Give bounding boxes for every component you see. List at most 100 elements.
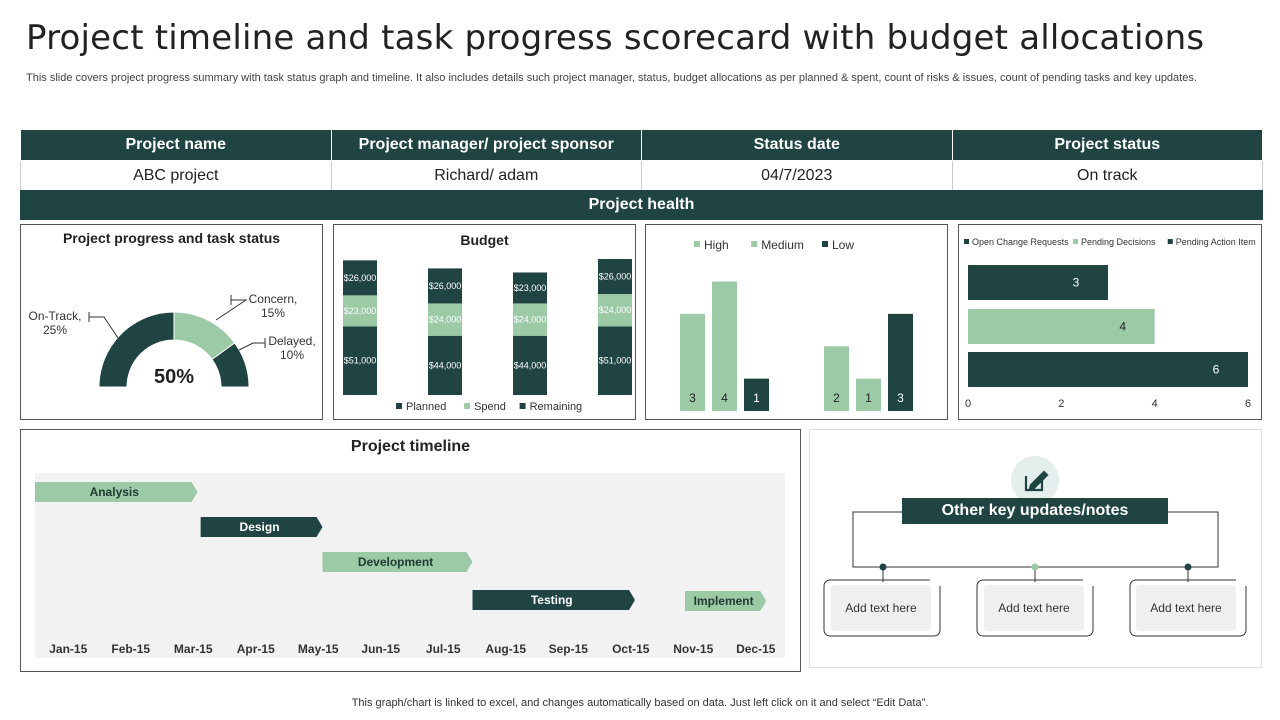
gantt-chart: Analysis Design Development Testing Implemen… [35,482,767,611]
timeline-month-7: Aug-15 [485,642,527,656]
value-project-status: On track [951,160,1263,191]
risk-bar-label-1: 4 [721,391,728,405]
budget-bar-3-2 [598,259,632,295]
risk-legend-swatch-1 [751,241,758,247]
header-project-status: Project status [951,129,1263,161]
note-box-2[interactable]: Add text here [984,585,1084,631]
budget-label-3-2: $26,000 [599,272,632,282]
gantt-bar-3 [472,590,635,610]
budget-legend-swatch-2 [519,403,526,409]
project-info-table: Project name Project manager/ project sp… [20,129,1263,191]
pending-bar-2 [968,352,1248,387]
budget-bar-0-1 [343,295,377,327]
risk-panel: 3 4 1 2 1 3 High Medium Low [645,224,948,420]
pending-legend-0: Open Change Requests [972,237,1069,247]
budget-bar-0-2 [343,260,377,296]
pending-bar-1 [968,309,1155,344]
risk-legend-swatch-2 [822,241,828,247]
budget-chart-title: Budget [460,232,509,248]
timeline-month-3: Apr-15 [236,642,275,656]
value-project-manager: Richard/ adam [330,160,642,191]
pending-items-chart: 3 4 6 0 2 4 6 Open Change Requests Pending Decis… [964,237,1256,410]
timeline-month-4: May-15 [297,642,339,656]
progress-chart-title: Project progress and task status [62,230,281,246]
timeline-month-8: Sep-15 [548,642,588,656]
pending-legend-swatch-0 [964,239,969,244]
donut-inner-ring [128,341,220,388]
edit-icon [1024,470,1049,492]
risk-bar-1 [712,281,737,411]
budget-bar-3-0 [598,326,632,395]
budget-bar-2-0 [513,335,547,395]
budget-label-0-1: $23,000 [344,306,377,316]
risk-legend-swatch-0 [694,241,700,247]
risk-bar-4 [856,378,881,411]
risk-bar-label-0: 3 [689,391,696,405]
risk-bar-label-4: 1 [865,391,872,405]
gantt-label-2: Development [358,555,433,569]
budget-label-1-2: $26,000 [429,281,462,291]
gantt-label-4: Implement [694,594,754,608]
pending-legend-1: Pending Decisions [1081,237,1156,247]
donut-label-1: Concern, [249,292,298,306]
note-box-3[interactable]: Add text here [1136,585,1236,631]
gantt-bar-0 [35,482,198,502]
budget-bar-2-1 [513,303,547,336]
gantt-label-0: Analysis [90,485,140,499]
budget-bar-1-1 [428,303,462,336]
timeline-month-2: Mar-15 [173,642,213,656]
budget-legend-0: Planned [406,401,446,413]
budget-label-3-0: $51,000 [599,356,632,366]
budget-label-1-1: $24,000 [429,315,462,325]
timeline-month-11: Dec-15 [736,642,776,656]
budget-label-3-1: $24,000 [599,305,632,315]
risk-bar-label-3: 2 [833,391,840,405]
budget-label-2-1: $24,000 [514,315,547,325]
pending-panel: 3 4 6 0 2 4 6 Open Change Requests Pending Decis… [958,224,1262,420]
budget-bar-3-1 [598,294,632,327]
project-health-bar: Project health [20,190,1263,220]
donut-label-0: On-Track, [29,309,82,323]
timeline-month-0: Jan-15 [49,642,88,656]
risk-legend-2: Low [832,238,854,252]
donut-pct-2: 10% [280,348,304,362]
pending-xtick-0: 0 [965,398,971,410]
pending-legend-swatch-1 [1073,239,1078,244]
donut-pct-0: 25% [43,323,67,337]
header-project-name: Project name [20,129,332,161]
header-status-date: Status date [641,129,953,161]
budget-bar-1-2 [428,268,462,304]
pending-bar-label-1: 4 [1119,320,1126,334]
page-title: Project timeline and task progress score… [26,18,1205,58]
budget-chart: $51,000 $23,000 $26,000 $44,000 $24,000 $26,0… [343,259,632,413]
notes-connector-lines [823,456,1250,637]
pending-xtick-2: 4 [1152,398,1158,410]
timeline-month-9: Oct-15 [612,642,650,656]
timeline-month-6: Jul-15 [425,642,461,656]
budget-legend-swatch-1 [464,403,471,409]
risk-bar-0 [680,313,705,411]
donut-slice-2 [211,342,250,388]
pending-bar-label-2: 6 [1213,363,1220,377]
pending-bar-0 [968,265,1108,300]
notes-title: Other key updates/notes [902,498,1168,524]
note-box-1[interactable]: Add text here [831,585,931,631]
budget-label-0-2: $26,000 [344,273,377,283]
risk-issue-chart: 3 4 1 2 1 3 High Medium Low [680,238,913,411]
timeline-month-10: Nov-15 [673,642,714,656]
page-subtitle: This slide covers project progress summa… [26,72,1197,84]
donut-pct-1: 15% [261,306,285,320]
budget-legend-swatch-0 [396,403,402,409]
risk-bar-3 [824,346,849,411]
pending-xtick-1: 2 [1058,398,1064,410]
risk-bar-5 [888,313,913,411]
budget-bar-0-0 [343,326,377,395]
gantt-bar-1 [200,517,323,537]
donut-leader-0 [89,316,119,339]
budget-label-0-0: $51,000 [344,356,377,366]
budget-label-2-2: $23,000 [514,283,547,293]
budget-bar-2-2 [513,272,547,304]
risk-legend-1: Medium [761,238,804,252]
pending-xtick-3: 6 [1245,398,1251,410]
budget-legend-1: Spend [474,401,506,413]
